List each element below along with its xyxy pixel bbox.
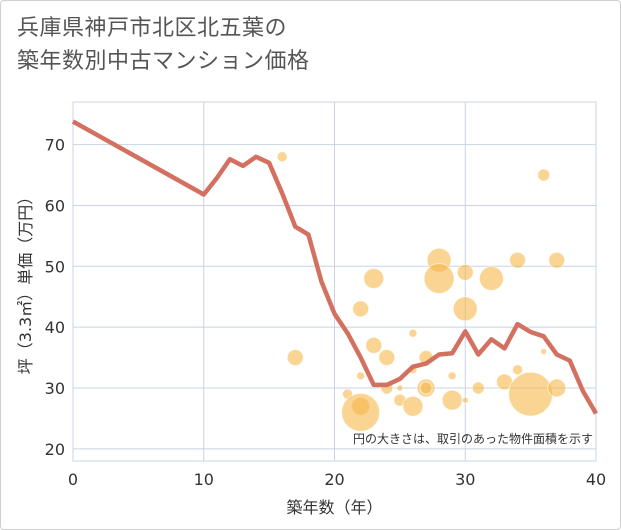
bubble-series [276, 151, 567, 432]
x-tick-label: 0 [68, 470, 78, 489]
bubble-point [512, 364, 524, 376]
bubble-point [352, 300, 370, 318]
bubble-size-note: 円の大きさは、取引のあった物件面積を示す [353, 431, 593, 446]
bubble-point [402, 395, 424, 417]
average-price-line [71, 119, 598, 415]
chart-title: 兵庫県神戸市北区北五葉の 築年数別中古マンション価格 [17, 12, 577, 78]
x-tick-label: 30 [455, 470, 475, 489]
x-axis-ticks: 0 10 20 30 40 [68, 470, 606, 489]
y-axis-ticks: 20 30 40 50 60 70 [45, 136, 65, 459]
bubble-point [276, 151, 288, 163]
y-tick-label: 40 [45, 318, 65, 337]
bubble-point [537, 168, 551, 182]
y-axis-label: 坪（3.3㎡）単価（万円） [16, 189, 35, 374]
bubble-point [363, 267, 385, 289]
bubble-point [356, 371, 366, 381]
plot-area-border [72, 101, 597, 462]
x-axis-label: 築年数（年） [286, 498, 382, 517]
bubble-point [461, 396, 469, 404]
bubble-point [540, 347, 548, 355]
bubble-point [471, 381, 485, 395]
bubble-point [547, 378, 567, 398]
chart-title-line-2: 築年数別中古マンション価格 [17, 49, 310, 74]
y-tick-label: 50 [45, 257, 65, 276]
y-tick-label: 70 [45, 136, 65, 155]
bubble-point [509, 251, 527, 269]
bubble-point [365, 336, 383, 354]
y-tick-label: 30 [45, 379, 65, 398]
bubble-point [447, 371, 457, 381]
bubble-point [452, 296, 478, 322]
bubble-point [408, 328, 418, 338]
chart-title-line-1: 兵庫県神戸市北区北五葉の [17, 16, 288, 41]
bubble-point [456, 263, 474, 281]
bubble-point [396, 384, 404, 392]
y-tick-label: 20 [45, 440, 65, 459]
x-tick-label: 20 [324, 470, 344, 489]
y-tick-label: 60 [45, 196, 65, 215]
bubble-point [341, 392, 381, 432]
bubble-point [419, 381, 433, 395]
bubble-point [441, 389, 463, 411]
x-tick-label: 10 [194, 470, 214, 489]
bubble-point [423, 262, 455, 294]
x-tick-label: 40 [586, 470, 606, 489]
bubble-point [508, 371, 554, 417]
bubble-point [286, 349, 304, 367]
bubble-point [478, 265, 504, 291]
bubble-point [548, 251, 566, 269]
bubble-point [378, 349, 396, 367]
